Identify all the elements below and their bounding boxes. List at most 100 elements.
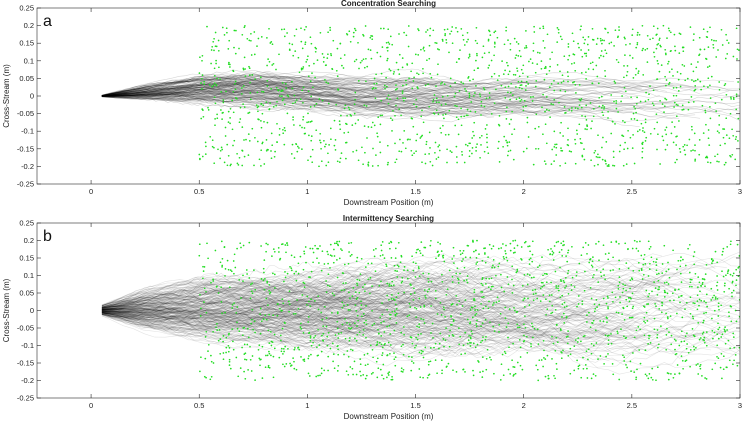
odor-packet-point xyxy=(732,98,735,100)
odor-packet-point xyxy=(492,325,495,328)
odor-packet-point xyxy=(463,115,466,118)
odor-packet-point xyxy=(343,263,346,266)
odor-packet-point xyxy=(465,114,468,117)
odor-packet-point xyxy=(723,163,726,166)
odor-packet-point xyxy=(263,271,265,274)
odor-packet-point xyxy=(633,162,636,165)
odor-packet-point xyxy=(473,69,476,72)
odor-packet-point xyxy=(421,161,423,164)
odor-packet-point xyxy=(592,319,595,322)
odor-packet-point xyxy=(380,244,383,247)
trajectory-line xyxy=(101,280,713,309)
odor-packet-point xyxy=(558,251,561,254)
odor-packet-point xyxy=(334,334,337,336)
odor-packet-point xyxy=(370,57,373,60)
odor-packet-point xyxy=(720,336,723,338)
odor-packet-point xyxy=(413,152,415,155)
odor-packet-point xyxy=(346,304,349,306)
odor-packet-point xyxy=(489,321,491,324)
odor-packet-point xyxy=(690,150,692,152)
x-tick-label: 1 xyxy=(305,187,309,196)
odor-packet-point xyxy=(412,362,415,364)
odor-packet-point xyxy=(390,297,393,300)
odor-packet-point xyxy=(458,58,461,60)
odor-packet-point xyxy=(623,65,625,67)
odor-packet-point xyxy=(630,277,633,279)
odor-packet-point xyxy=(428,105,431,108)
odor-packet-point xyxy=(470,341,472,344)
odor-packet-point xyxy=(506,154,509,157)
odor-packet-point xyxy=(415,251,418,254)
odor-packet-point xyxy=(200,82,202,84)
odor-packet-point xyxy=(456,30,459,33)
odor-packet-point xyxy=(308,355,310,357)
odor-packet-point xyxy=(267,366,270,369)
odor-packet-point xyxy=(201,54,204,57)
odor-packet-point xyxy=(448,51,450,54)
odor-packet-point xyxy=(697,363,699,365)
trajectory-line xyxy=(101,83,520,97)
odor-packet-point xyxy=(479,93,481,95)
trajectory-line xyxy=(101,83,421,111)
odor-packet-point xyxy=(560,242,563,245)
trajectory-line xyxy=(101,96,740,121)
odor-packet-point xyxy=(585,52,588,55)
odor-packet-point xyxy=(250,290,253,293)
odor-packet-point xyxy=(468,53,471,56)
odor-packet-point xyxy=(249,92,252,94)
odor-packet-point xyxy=(567,58,569,61)
odor-packet-point xyxy=(332,261,335,264)
odor-packet-point xyxy=(332,39,335,42)
odor-packet-point xyxy=(323,263,326,265)
odor-packet-point xyxy=(716,153,719,156)
odor-packet-point xyxy=(559,35,562,38)
odor-packet-point xyxy=(506,141,509,144)
trajectory-line xyxy=(101,96,624,116)
odor-packet-point xyxy=(219,149,222,152)
trajectory-line xyxy=(101,289,383,310)
odor-packet-point xyxy=(550,163,553,165)
odor-packet-point xyxy=(543,160,546,163)
odor-packet-point xyxy=(440,131,443,134)
odor-packet-point xyxy=(327,82,330,85)
odor-packet-point xyxy=(592,115,595,118)
odor-packet-point xyxy=(691,285,693,288)
trajectory-line xyxy=(101,79,730,96)
odor-packet-point xyxy=(464,256,467,259)
trajectory-line xyxy=(101,87,630,109)
odor-packet-point xyxy=(320,367,323,370)
odor-packet-point xyxy=(451,42,454,45)
odor-packet-point xyxy=(401,371,404,373)
odor-packet-point xyxy=(353,360,356,363)
odor-packet-point xyxy=(531,289,534,292)
odor-packet-point xyxy=(208,83,211,86)
odor-packet-point xyxy=(427,277,429,280)
odor-packet-point xyxy=(232,260,235,262)
odor-packet-point xyxy=(665,312,667,315)
odor-packet-point xyxy=(702,28,705,31)
odor-packet-point xyxy=(444,316,446,318)
odor-packet-point xyxy=(268,313,270,316)
odor-packet-point xyxy=(439,301,442,304)
odor-packet-point xyxy=(390,241,393,244)
odor-packet-point xyxy=(326,57,329,59)
odor-packet-point xyxy=(524,89,527,91)
odor-packet-point xyxy=(555,285,558,287)
odor-packet-point xyxy=(222,111,224,114)
odor-packet-point xyxy=(633,239,636,242)
odor-packet-point xyxy=(415,307,418,310)
odor-packet-point xyxy=(584,38,586,41)
odor-packet-point xyxy=(316,247,318,250)
odor-packet-point xyxy=(307,357,310,360)
odor-packet-point xyxy=(398,53,401,56)
odor-packet-point xyxy=(448,269,451,272)
odor-packet-point xyxy=(206,242,208,245)
odor-packet-point xyxy=(666,316,669,318)
odor-packet-point xyxy=(276,100,278,103)
odor-packet-point xyxy=(293,348,296,351)
odor-packet-point xyxy=(655,113,658,116)
odor-packet-point xyxy=(346,114,348,117)
trajectory-line xyxy=(101,305,374,338)
odor-packet-point xyxy=(210,62,212,65)
odor-packet-point xyxy=(291,87,294,90)
